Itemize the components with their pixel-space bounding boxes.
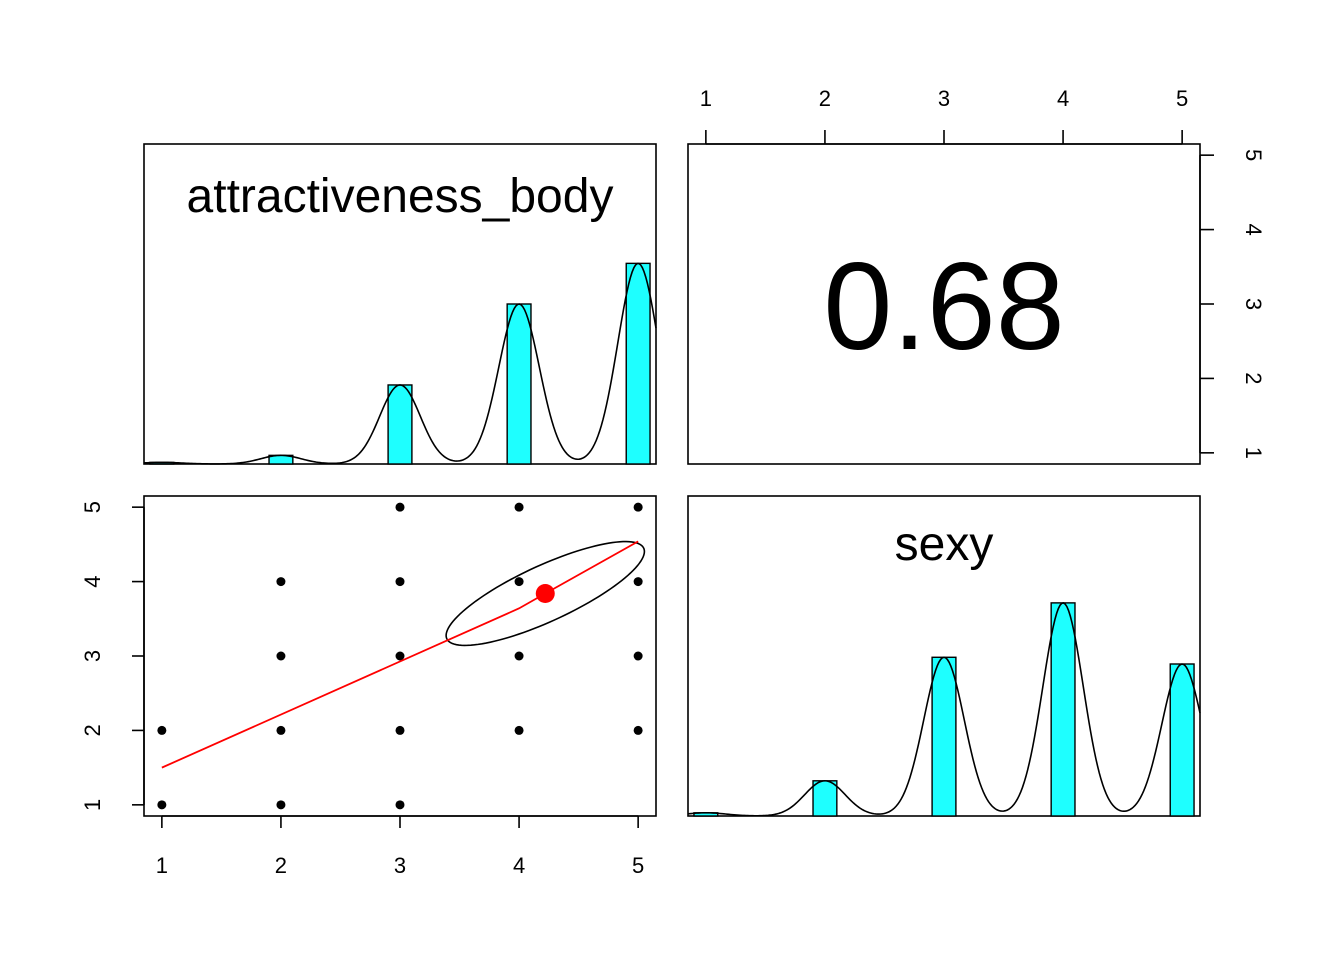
density-curve (687, 602, 1201, 817)
y-tick-label-right: 4 (1241, 223, 1266, 235)
x-tick-label-bottom: 2 (275, 853, 287, 878)
data-point (276, 725, 286, 735)
x-tick-label-bottom: 3 (394, 853, 406, 878)
histogram-bar (1169, 663, 1195, 817)
x-tick-label-bottom: 5 (632, 853, 644, 878)
x-tick-label-top: 5 (1176, 86, 1188, 111)
y-tick-label-left: 3 (80, 650, 105, 662)
data-point (633, 502, 643, 512)
x-tick-label-bottom: 1 (156, 853, 168, 878)
y-tick-label-right: 3 (1241, 298, 1266, 310)
x-tick-label-top: 2 (819, 86, 831, 111)
y-tick-label-left: 5 (80, 501, 105, 513)
density-curve (143, 262, 657, 465)
data-point (157, 800, 167, 810)
variable-label-attractiveness-body: attractiveness_body (187, 170, 614, 223)
data-point (633, 725, 643, 735)
y-tick-label-left: 2 (80, 724, 105, 736)
data-point (395, 800, 405, 810)
histogram-sexy (687, 602, 1201, 817)
y-tick-label-left: 4 (80, 575, 105, 587)
y-tick-label-right: 5 (1241, 149, 1266, 161)
histogram-bar (387, 384, 413, 465)
data-point (395, 577, 405, 587)
data-point (276, 577, 286, 587)
axes: 1 2 3 4 5 1 2 3 4 5 1 2 3 4 5 1 2 3 4 5 (80, 86, 1266, 878)
data-point (514, 502, 524, 512)
data-point (395, 502, 405, 512)
data-point (633, 577, 643, 587)
histogram-bar (931, 656, 957, 817)
x-tick-label-bottom: 4 (513, 853, 525, 878)
data-point (395, 725, 405, 735)
y-tick-label-right: 1 (1241, 447, 1266, 459)
histogram-attractiveness-body (143, 262, 657, 465)
correlation-ellipse (445, 540, 646, 647)
x-tick-label-top: 3 (938, 86, 950, 111)
histogram-bar (625, 262, 651, 465)
histogram-bar (1050, 602, 1076, 817)
data-point (514, 651, 524, 661)
data-point (633, 651, 643, 661)
correlation-value: 0.68 (823, 238, 1064, 376)
data-point (276, 800, 286, 810)
mean-point (535, 583, 555, 603)
y-tick-label-left: 1 (80, 799, 105, 811)
y-tick-label-right: 2 (1241, 372, 1266, 384)
data-point (514, 725, 524, 735)
x-tick-label-top: 1 (700, 86, 712, 111)
data-point (395, 651, 405, 661)
data-point (514, 577, 524, 587)
x-tick-label-top: 4 (1057, 86, 1069, 111)
smoother-line (161, 540, 639, 769)
variable-label-sexy: sexy (895, 518, 994, 571)
data-point (276, 651, 286, 661)
data-point (157, 725, 167, 735)
histogram-bar (812, 780, 838, 817)
histogram-bar (506, 303, 532, 465)
scatter-points (157, 502, 646, 810)
